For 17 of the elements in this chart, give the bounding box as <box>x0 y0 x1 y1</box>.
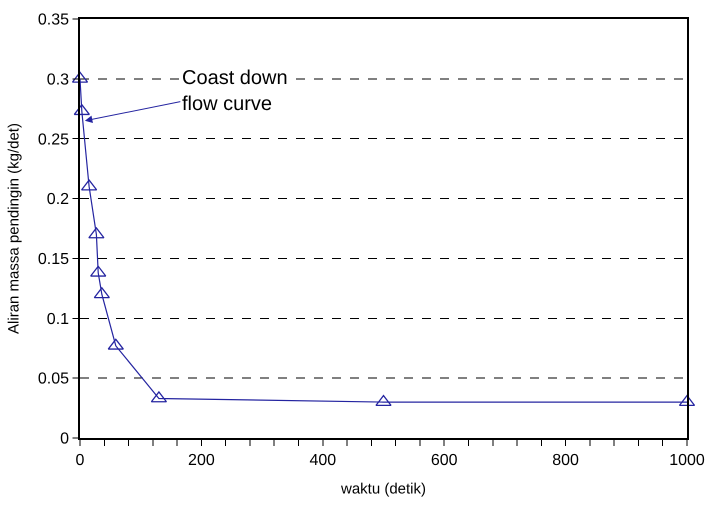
y-tick-label: 0.35 <box>38 12 70 29</box>
y-tick-label: 0.25 <box>38 131 70 148</box>
x-tick-label: 0 <box>76 452 85 469</box>
y-tick-label: 0.2 <box>46 191 70 208</box>
x-tick-label: 400 <box>309 452 336 469</box>
x-tick-label: 1000 <box>669 452 705 469</box>
x-tick-label: 600 <box>430 452 458 469</box>
x-tick-label: 800 <box>552 452 580 469</box>
x-tick-label: 200 <box>188 452 215 469</box>
y-tick-label: 0 <box>60 430 70 448</box>
y-tick-label: 0.15 <box>38 251 70 268</box>
y-tick-label: 0.05 <box>38 370 70 388</box>
x-axis-title: waktu (detik) <box>340 480 426 498</box>
annotation: Coast down flow curve <box>182 67 288 115</box>
y-axis-title: Aliran massa pendingin (kg/det) <box>6 123 23 334</box>
y-tick-label: 0.1 <box>46 310 70 328</box>
y-tick-label: 0.3 <box>46 71 70 88</box>
